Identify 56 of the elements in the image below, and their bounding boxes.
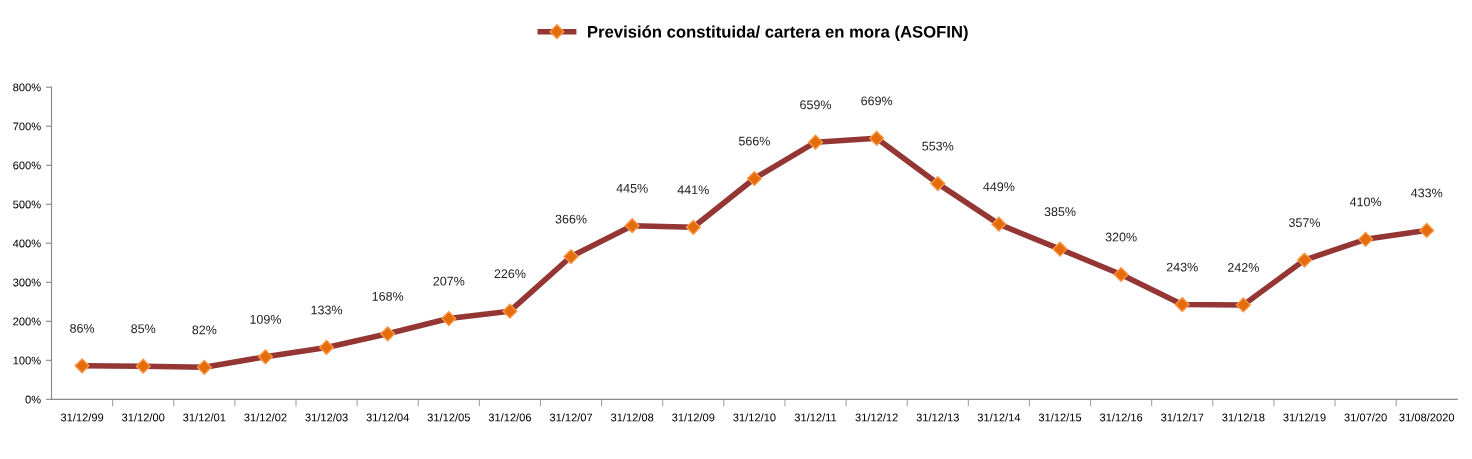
x-tick-label: 31/12/01 bbox=[183, 413, 226, 422]
legend-label: Previsión constituida/ cartera en mora (ASOFIN) bbox=[588, 25, 968, 41]
y-tick-label: 800% bbox=[13, 83, 41, 92]
x-tick-label: 31/12/03 bbox=[305, 413, 348, 422]
y-tick-label: 600% bbox=[13, 161, 41, 170]
y-tick-label: 500% bbox=[13, 200, 41, 209]
data-label: 133% bbox=[311, 305, 343, 315]
data-label: 168% bbox=[372, 291, 404, 301]
x-tick-label: 31/12/15 bbox=[1038, 413, 1082, 422]
x-tick-label: 31/12/05 bbox=[427, 413, 470, 422]
x-tick-label: 31/07/20 bbox=[1344, 413, 1387, 422]
data-label: 226% bbox=[494, 269, 526, 279]
data-label: 385% bbox=[1044, 207, 1076, 217]
x-tick-label: 31/12/17 bbox=[1161, 413, 1204, 422]
data-label: 433% bbox=[1411, 188, 1443, 198]
y-tick-label: 700% bbox=[13, 122, 41, 131]
data-label: 553% bbox=[922, 141, 954, 151]
data-label: 242% bbox=[1228, 263, 1259, 272]
y-tick-label: 400% bbox=[12, 239, 41, 248]
data-label: 445% bbox=[616, 183, 648, 193]
data-label: 207% bbox=[433, 276, 465, 286]
data-label: 441% bbox=[677, 185, 709, 195]
data-label: 357% bbox=[1288, 218, 1321, 228]
data-label: 82% bbox=[192, 325, 217, 335]
data-label: 85% bbox=[131, 324, 156, 334]
y-tick-label: 200% bbox=[13, 317, 41, 326]
data-label: 109% bbox=[250, 314, 281, 324]
data-label: 449% bbox=[983, 182, 1015, 192]
data-label: 659% bbox=[800, 100, 832, 110]
x-tick-label: 31/12/18 bbox=[1222, 413, 1265, 422]
x-tick-label: 31/12/07 bbox=[549, 413, 593, 422]
y-tick-label: 100% bbox=[13, 356, 41, 365]
x-tick-label: 31/12/16 bbox=[1099, 413, 1143, 422]
data-label: 669% bbox=[861, 96, 893, 106]
y-tick-label: 0% bbox=[25, 395, 41, 404]
x-tick-label: 31/12/12 bbox=[855, 413, 898, 422]
x-tick-label: 31/12/06 bbox=[488, 413, 532, 422]
x-tick-label: 31/12/11 bbox=[794, 413, 837, 422]
x-tick-label: 31/12/19 bbox=[1283, 413, 1326, 422]
x-tick-label: 31/12/13 bbox=[916, 413, 959, 422]
x-tick-label: 31/12/14 bbox=[977, 413, 1021, 422]
x-tick-label: 31/12/10 bbox=[733, 413, 776, 422]
data-label: 366% bbox=[555, 214, 587, 224]
x-tick-label: 31/08/2020 bbox=[1399, 413, 1455, 422]
x-tick-label: 31/12/09 bbox=[672, 413, 715, 422]
data-label: 86% bbox=[70, 323, 95, 333]
x-tick-label: 31/12/02 bbox=[244, 413, 287, 422]
x-tick-label: 31/12/99 bbox=[60, 413, 104, 422]
data-label: 243% bbox=[1166, 262, 1198, 272]
y-tick-label: 300% bbox=[13, 278, 41, 287]
data-label: 320% bbox=[1105, 232, 1137, 242]
data-label: 410% bbox=[1349, 197, 1382, 207]
x-tick-label: 31/12/04 bbox=[366, 413, 409, 422]
x-tick-label: 31/12/00 bbox=[122, 413, 165, 422]
data-label: 566% bbox=[738, 136, 770, 146]
x-tick-label: 31/12/08 bbox=[610, 413, 654, 422]
